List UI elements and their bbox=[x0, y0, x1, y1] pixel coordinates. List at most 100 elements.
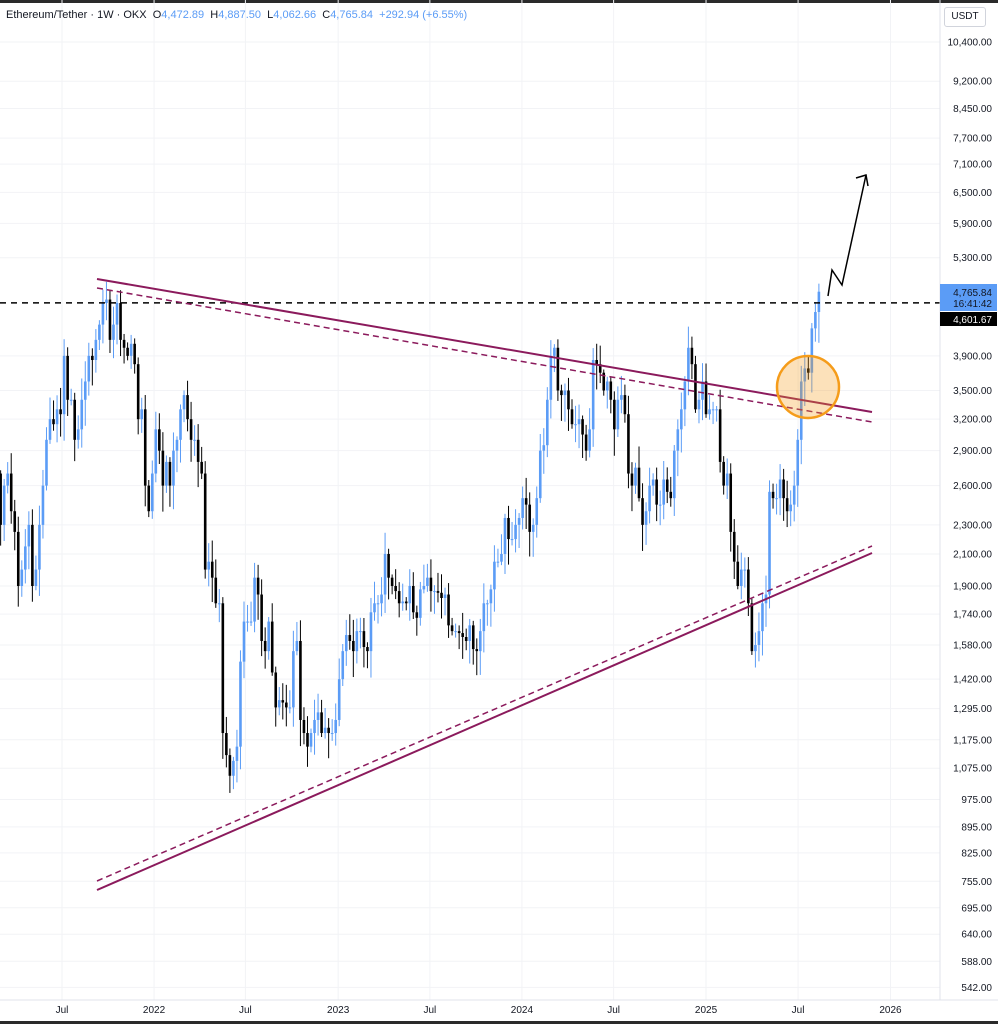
candle-down bbox=[595, 359, 598, 365]
candle-up bbox=[701, 381, 704, 400]
candle-up bbox=[355, 631, 359, 652]
time-tick-label: Jul bbox=[239, 1005, 252, 1016]
bar-countdown: 16:41:42 bbox=[953, 299, 992, 310]
candle-down bbox=[641, 498, 644, 525]
currency-unit-button[interactable]: USDT bbox=[944, 7, 986, 27]
price-tick-label: 1,075.00 bbox=[953, 764, 992, 775]
candle-down bbox=[771, 491, 775, 499]
candle-up bbox=[482, 603, 486, 632]
price-tick-label: 6,500.00 bbox=[953, 188, 992, 199]
candle-down bbox=[704, 381, 708, 415]
candle-down bbox=[73, 399, 76, 440]
candle-down bbox=[189, 419, 193, 440]
price-tick-label: 2,900.00 bbox=[953, 446, 992, 457]
candle-down bbox=[13, 511, 17, 532]
candle-up bbox=[591, 359, 595, 430]
candle-down bbox=[394, 585, 397, 592]
candle-up bbox=[154, 429, 158, 474]
candle-down bbox=[260, 594, 263, 641]
candle-down bbox=[306, 733, 309, 747]
candle-down bbox=[464, 637, 468, 641]
candle-up bbox=[648, 485, 651, 512]
close-value: 4,765.84 bbox=[330, 9, 374, 21]
symbol-legend[interactable]: Ethereum/Tether · 1W · OKX O4,472.89 H4,… bbox=[6, 9, 467, 21]
candle-up bbox=[249, 621, 253, 623]
candle-down bbox=[630, 473, 634, 486]
candle-down bbox=[203, 473, 207, 570]
line-price-tag-bg bbox=[940, 312, 997, 326]
candle-up bbox=[775, 498, 778, 500]
candle-down bbox=[196, 439, 200, 462]
candle-up bbox=[334, 719, 337, 734]
candle-up bbox=[789, 504, 792, 512]
low-value: 4,062.66 bbox=[273, 9, 317, 21]
candle-up bbox=[401, 601, 405, 604]
candle-up bbox=[2, 485, 6, 525]
candle-up bbox=[538, 450, 542, 499]
candle-up bbox=[316, 712, 320, 720]
drawings[interactable] bbox=[0, 174, 940, 891]
candle-up bbox=[20, 569, 24, 586]
candle-up bbox=[34, 569, 38, 586]
price-tick-label: 1,900.00 bbox=[953, 581, 992, 592]
candle-up bbox=[574, 424, 577, 426]
candle-up bbox=[129, 343, 133, 356]
price-tick-label: 695.00 bbox=[961, 903, 992, 914]
candle-up bbox=[715, 409, 718, 411]
candle-up bbox=[150, 473, 154, 512]
candle-up bbox=[179, 409, 182, 440]
ascending-trendline bbox=[96, 552, 873, 891]
candle-down bbox=[9, 473, 13, 512]
time-tick-label: Jul bbox=[423, 1005, 436, 1016]
line-price-value: 4,601.67 bbox=[953, 315, 992, 326]
candle-down bbox=[158, 429, 161, 451]
candle-up bbox=[295, 640, 299, 652]
candle-down bbox=[584, 434, 588, 451]
candle-up bbox=[87, 355, 91, 382]
descending-trendline bbox=[96, 278, 873, 413]
candle-up bbox=[207, 561, 211, 570]
arrow-head-icon bbox=[855, 174, 869, 187]
candle-up bbox=[817, 291, 821, 313]
price-tick-label: 1,580.00 bbox=[953, 641, 992, 652]
symbol-name: Ethereum/Tether · 1W · OKX bbox=[6, 9, 147, 21]
candle-up bbox=[514, 524, 517, 540]
candle-down bbox=[581, 419, 584, 435]
candle-down bbox=[471, 625, 475, 650]
candle-down bbox=[210, 561, 214, 578]
candle-up bbox=[337, 679, 341, 720]
candle-up bbox=[182, 395, 186, 410]
candle-up bbox=[94, 339, 98, 360]
candle-down bbox=[690, 347, 694, 365]
price-tick-label: 1,175.00 bbox=[953, 735, 992, 746]
candle-down bbox=[722, 461, 725, 486]
candle-down bbox=[133, 343, 136, 365]
candle-down bbox=[655, 479, 658, 505]
candle-up bbox=[242, 621, 246, 662]
candle-down bbox=[732, 531, 736, 562]
candle-down bbox=[404, 601, 408, 604]
price-tick-label: 1,740.00 bbox=[953, 610, 992, 621]
candle-down bbox=[362, 631, 366, 648]
candle-up bbox=[577, 419, 581, 425]
time-axis[interactable]: Jul 2022 Jul 2023 Jul 2024 Jul 2025 Jul 2026 bbox=[56, 1005, 902, 1016]
price-tick-label: 755.00 bbox=[961, 877, 992, 888]
candle-down bbox=[302, 719, 306, 734]
candle-up bbox=[24, 546, 27, 570]
candle-up bbox=[796, 439, 800, 486]
price-tick-label: 2,300.00 bbox=[953, 520, 992, 531]
candle-up bbox=[235, 746, 239, 761]
price-axis[interactable]: 10,400.00 9,200.00 8,450.00 7,700.00 7,100.0… bbox=[948, 38, 993, 994]
candle-up bbox=[373, 603, 376, 613]
candle-up bbox=[683, 381, 687, 410]
candle-down bbox=[718, 409, 722, 462]
candle-up bbox=[69, 399, 73, 401]
candle-down bbox=[66, 355, 69, 400]
candle-down bbox=[729, 473, 733, 532]
candle-down bbox=[59, 409, 62, 415]
candle-up bbox=[616, 399, 620, 430]
candle-down bbox=[256, 577, 260, 595]
candle-up bbox=[542, 445, 546, 451]
candle-down bbox=[747, 569, 750, 604]
